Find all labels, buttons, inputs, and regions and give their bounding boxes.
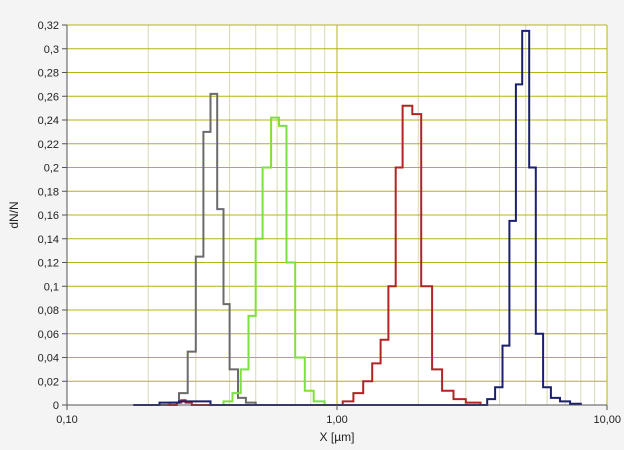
grid [66,24,608,406]
axes [62,24,608,410]
y-tick-label: 0,14 [38,234,59,246]
series-line-2 [203,116,326,406]
y-tick-label: 0,22 [38,139,59,151]
y-tick-labels: 0 0,02 0,04 0,06 0,08 0,1 0,12 0,14 0,16 0,18 0,2 0… [38,20,59,412]
y-tick-label: 0,24 [38,115,59,127]
x-tick-label: 0,10 [56,414,77,426]
y-tick-label: 0 [53,400,59,412]
series-line-3 [167,104,482,406]
series-line-1 [133,92,257,406]
y-tick-label: 0,28 [38,68,59,80]
series-line-4 [133,29,582,406]
x-tick-label: 1,00 [326,414,347,426]
y-tick-label: 0,2 [44,163,59,175]
y-tick-label: 0,18 [38,186,59,198]
series-layer [133,29,582,406]
y-tick-label: 0,16 [38,210,59,222]
x-tick-label: 10,00 [593,414,621,426]
x-tick-labels: 0,10 1,00 10,00 [56,414,621,426]
y-tick-label: 0,04 [38,353,59,365]
y-tick-label: 0,1 [44,281,59,293]
y-tick-label: 0,32 [38,20,59,32]
x-axis-title: X [µm] [320,430,355,444]
y-tick-label: 0,26 [38,91,59,103]
y-tick-label: 0,3 [44,44,59,56]
y-tick-label: 0,06 [38,329,59,341]
y-tick-label: 0,02 [38,376,59,388]
y-tick-label: 0,12 [38,258,59,270]
y-tick-label: 0,08 [38,305,59,317]
y-axis-title: dN/N [7,201,21,228]
